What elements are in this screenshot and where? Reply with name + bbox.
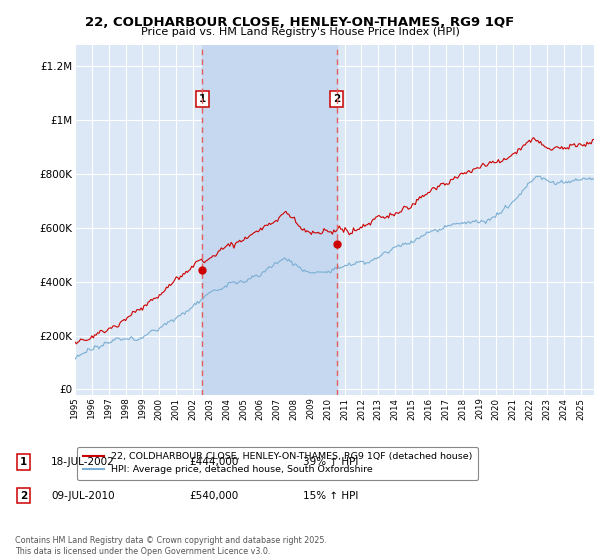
Text: 09-JUL-2010: 09-JUL-2010 — [51, 491, 115, 501]
Legend: 22, COLDHARBOUR CLOSE, HENLEY-ON-THAMES, RG9 1QF (detached house), HPI: Average : 22, COLDHARBOUR CLOSE, HENLEY-ON-THAMES,… — [77, 447, 478, 480]
Text: 22, COLDHARBOUR CLOSE, HENLEY-ON-THAMES, RG9 1QF: 22, COLDHARBOUR CLOSE, HENLEY-ON-THAMES,… — [85, 16, 515, 29]
Text: 1: 1 — [199, 94, 206, 104]
Text: £444,000: £444,000 — [189, 457, 238, 467]
Text: 15% ↑ HPI: 15% ↑ HPI — [303, 491, 358, 501]
Text: 2: 2 — [333, 94, 340, 104]
Text: £540,000: £540,000 — [189, 491, 238, 501]
Text: 2: 2 — [20, 491, 27, 501]
Text: Price paid vs. HM Land Registry's House Price Index (HPI): Price paid vs. HM Land Registry's House … — [140, 27, 460, 37]
Text: 1: 1 — [20, 457, 27, 467]
Text: 39% ↑ HPI: 39% ↑ HPI — [303, 457, 358, 467]
Bar — [202, 45, 337, 395]
Text: Contains HM Land Registry data © Crown copyright and database right 2025.
This d: Contains HM Land Registry data © Crown c… — [15, 536, 327, 556]
Text: 18-JUL-2002: 18-JUL-2002 — [51, 457, 115, 467]
